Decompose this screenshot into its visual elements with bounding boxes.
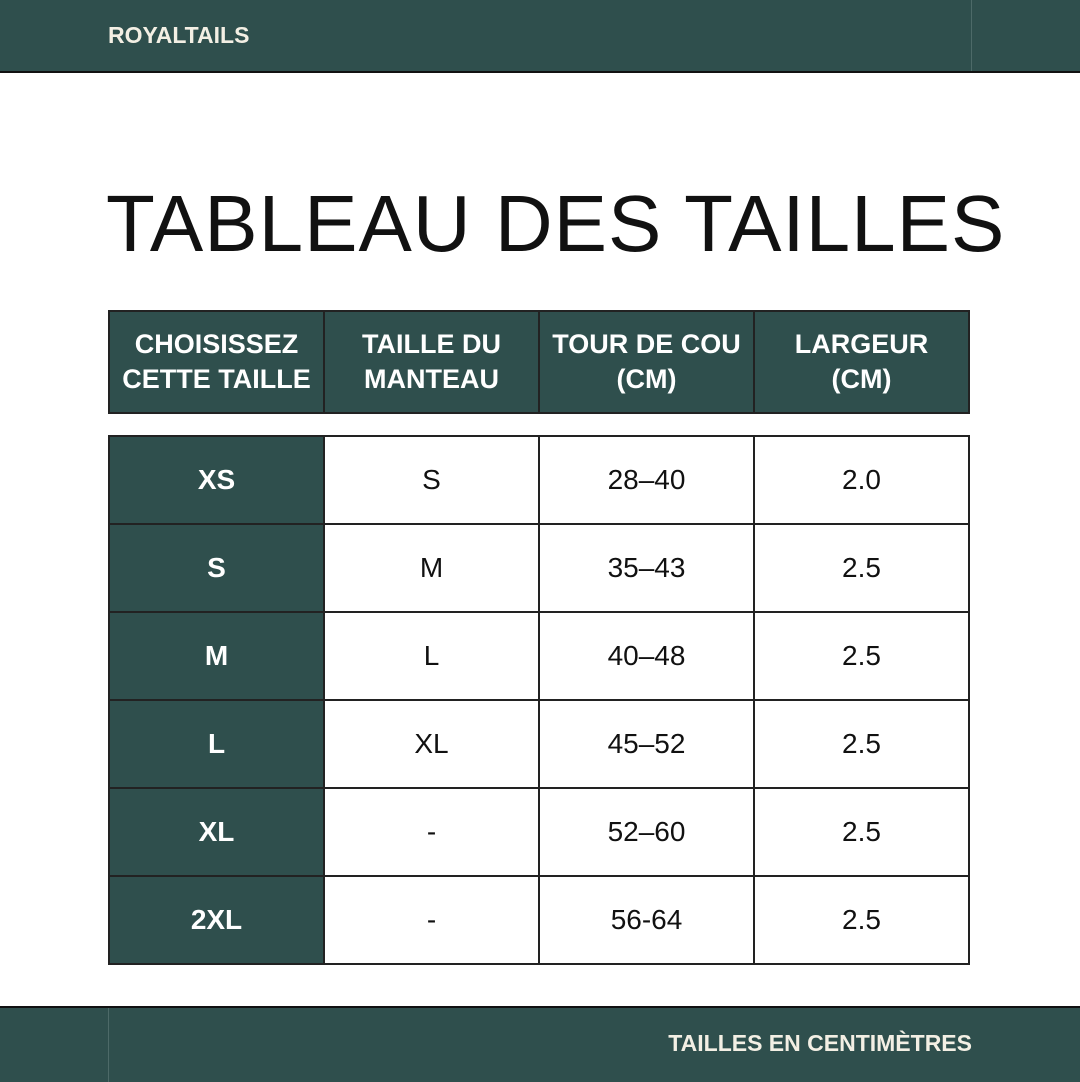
coat-size-cell: - — [323, 875, 540, 965]
width-cell: 2.5 — [753, 699, 970, 789]
column-header: TAILLE DU MANTEAU — [323, 310, 540, 414]
page-title: TABLEAU DES TAILLES — [106, 179, 1006, 268]
column-header-line: TAILLE DU — [362, 329, 501, 359]
column-header-line: CETTE TAILLE — [122, 364, 311, 394]
table-row: 2XL -56-64 2.5 — [108, 875, 970, 965]
column-header-line: LARGEUR — [794, 329, 929, 359]
table-row: XS S 28–40 2.0 — [108, 435, 970, 525]
coat-size-cell: XL — [323, 699, 540, 789]
size-table-header: CHOISISSEZ CETTE TAILLE TAILLE DU MANTEAU TO… — [108, 310, 970, 414]
divider — [108, 1008, 109, 1082]
top-banner: ROYALTAILS — [0, 0, 1080, 73]
column-header-line: CHOISISSEZ — [134, 329, 299, 359]
column-header: CHOISISSEZ CETTE TAILLE — [108, 310, 325, 414]
table-row: XL -52–60 2.5 — [108, 787, 970, 877]
divider — [971, 0, 972, 71]
coat-size-cell: S — [323, 435, 540, 525]
table-row: S M 35–43 2.5 — [108, 523, 970, 613]
neck-circumference-cell: 56-64 — [538, 875, 755, 965]
coat-size-cell: L — [323, 611, 540, 701]
width-cell: 2.5 — [753, 787, 970, 877]
dog-size-cell: M — [108, 611, 325, 701]
table-row: L XL 45–52 2.5 — [108, 699, 970, 789]
neck-circumference-cell: 40–48 — [538, 611, 755, 701]
column-header: TOUR DE COU (CM) — [538, 310, 755, 414]
column-header-line: (CM) — [831, 364, 892, 394]
dog-size-cell: 2XL — [108, 875, 325, 965]
coat-size-cell: - — [323, 787, 540, 877]
coat-size-cell: M — [323, 523, 540, 613]
size-table: XS S 28–40 2.0 S M 35–43 2.5 M L 40–48 2.5 L XL 45–52 2… — [108, 435, 970, 965]
units-note: TAILLES EN CENTIMÈTRES — [668, 1030, 972, 1056]
dog-size-cell: S — [108, 523, 325, 613]
width-cell: 2.5 — [753, 875, 970, 965]
neck-circumference-cell: 45–52 — [538, 699, 755, 789]
dog-size-cell: L — [108, 699, 325, 789]
column-header-line: TOUR DE COU — [552, 329, 741, 359]
dog-size-cell: XL — [108, 787, 325, 877]
table-row: M L 40–48 2.5 — [108, 611, 970, 701]
width-cell: 2.0 — [753, 435, 970, 525]
bottom-banner: TAILLES EN CENTIMÈTRES — [0, 1006, 1080, 1082]
width-cell: 2.5 — [753, 611, 970, 701]
column-header-line: (CM) — [616, 364, 677, 394]
width-cell: 2.5 — [753, 523, 970, 613]
neck-circumference-cell: 35–43 — [538, 523, 755, 613]
dog-size-cell: XS — [108, 435, 325, 525]
neck-circumference-cell: 52–60 — [538, 787, 755, 877]
neck-circumference-cell: 28–40 — [538, 435, 755, 525]
column-header: LARGEUR (CM) — [753, 310, 970, 414]
column-header-line: MANTEAU — [364, 364, 499, 394]
brand-name: ROYALTAILS — [108, 22, 250, 48]
